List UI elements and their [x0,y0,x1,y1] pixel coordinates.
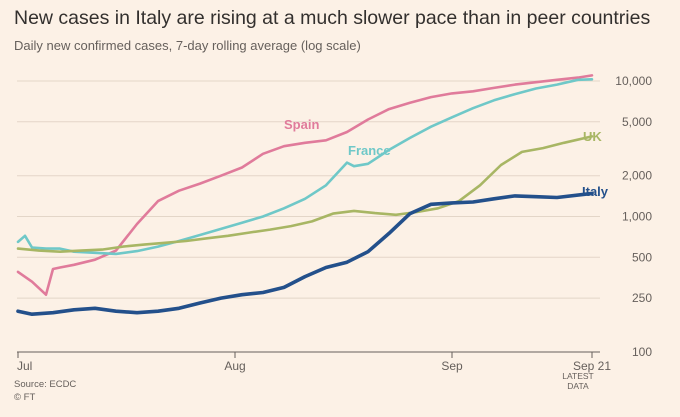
series-label-italy: Italy [582,184,609,199]
series-line-italy [16,191,594,317]
chart-subtitle: Daily new confirmed cases, 7-day rolling… [14,38,361,53]
x-tick-label: Jul [17,359,32,373]
y-tick-label: 100 [632,345,652,359]
x-tick-label: Sep [441,359,463,373]
x-tick-label: Aug [224,359,245,373]
series-label-france: France [348,143,391,158]
y-tick-label: 1,000 [622,210,652,224]
credit-text: © FT [14,392,36,403]
y-tick-label: 250 [632,291,652,305]
chart-title: New cases in Italy are rising at a much … [14,7,651,29]
series-label-spain: Spain [284,117,319,132]
series-line-spain [16,74,594,297]
y-tick-label: 2,000 [622,169,652,183]
series-line-uk [16,135,594,253]
y-tick-label: 5,000 [622,115,652,129]
y-tick-label: 500 [632,250,652,264]
x-tick-label: Sep 21 [573,359,611,373]
latest-data-note: LATEST DATA [562,371,594,391]
source-text: Source: ECDC [14,379,77,390]
series-label-uk: UK [583,129,602,144]
chart-source: Source: ECDC © FT [14,378,76,404]
series-line-france [16,78,594,256]
y-tick-label: 10,000 [615,74,652,88]
